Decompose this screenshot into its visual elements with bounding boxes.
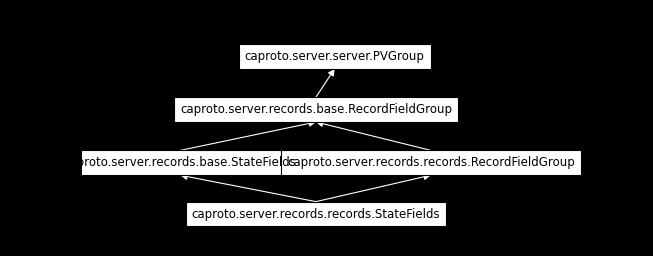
Text: caproto.server.records.base.RecordFieldGroup: caproto.server.records.base.RecordFieldG…: [180, 103, 452, 116]
FancyBboxPatch shape: [281, 150, 581, 175]
Text: caproto.server.server.PVGroup: caproto.server.server.PVGroup: [245, 50, 424, 63]
FancyBboxPatch shape: [174, 97, 458, 122]
Text: caproto.server.records.records.RecordFieldGroup: caproto.server.records.records.RecordFie…: [287, 156, 575, 169]
Text: caproto.server.records.base.StateFields: caproto.server.records.base.StateFields: [64, 156, 296, 169]
FancyBboxPatch shape: [185, 202, 446, 227]
FancyBboxPatch shape: [238, 44, 431, 69]
FancyBboxPatch shape: [58, 150, 303, 175]
Text: caproto.server.records.records.StateFields: caproto.server.records.records.StateFiel…: [191, 208, 440, 220]
